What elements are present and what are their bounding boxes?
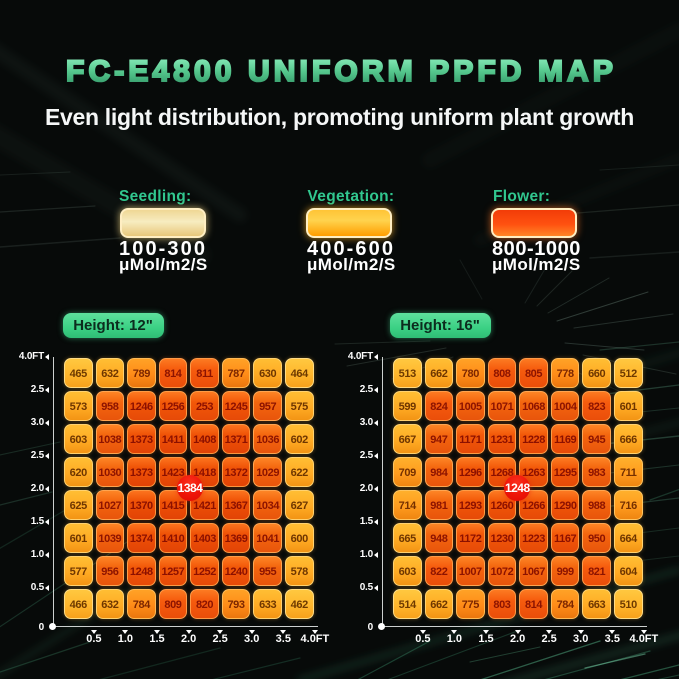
svg-text:FC-E4800 UNIFORM PPFD MAP: FC-E4800 UNIFORM PPFD MAP xyxy=(66,55,617,88)
